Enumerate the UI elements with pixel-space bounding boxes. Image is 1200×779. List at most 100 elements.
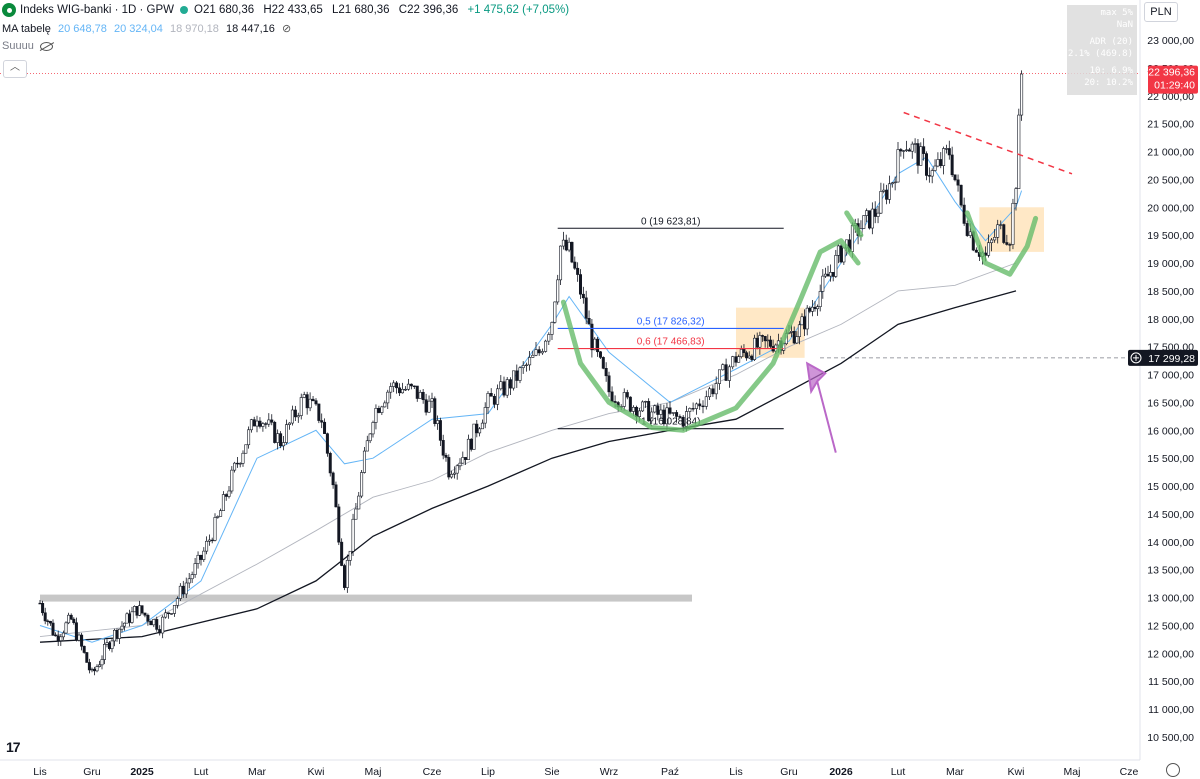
candle	[688, 407, 692, 418]
candle	[219, 508, 223, 517]
candle	[170, 613, 174, 615]
candle	[311, 395, 315, 402]
candle	[508, 377, 512, 396]
candle	[120, 621, 124, 633]
candle	[103, 639, 107, 665]
candle	[653, 404, 657, 414]
candle	[244, 444, 248, 454]
candle	[887, 175, 891, 204]
last-price-tag[interactable]	[1148, 65, 1198, 94]
candle	[380, 405, 384, 416]
candle	[398, 383, 402, 397]
candle	[354, 503, 358, 520]
candle	[276, 429, 280, 450]
candle	[999, 220, 1003, 230]
candle	[540, 348, 544, 355]
candle	[996, 219, 1000, 244]
symbol-title[interactable]: Indeks WIG-banki · 1D · GPW	[20, 4, 175, 16]
candle	[1011, 198, 1015, 250]
plus-icon[interactable]	[1130, 352, 1142, 364]
candle	[334, 481, 338, 508]
candle	[567, 237, 571, 253]
arrow-annotation[interactable]	[805, 361, 837, 453]
candle	[196, 551, 200, 569]
candle	[922, 138, 926, 161]
candle	[698, 398, 702, 410]
candle	[528, 351, 532, 371]
resistance-trendline[interactable]	[903, 111, 1073, 175]
y-tick-label: 16 500,00	[1147, 397, 1194, 409]
candle	[930, 168, 934, 184]
candle	[902, 150, 906, 159]
candle	[430, 392, 434, 408]
candle	[374, 404, 378, 430]
candle	[882, 183, 886, 194]
crosshair-price-tag[interactable]	[1128, 349, 1198, 366]
ma-value-1: 20 648,78	[57, 23, 107, 35]
x-tick-label: Gru	[780, 766, 798, 778]
hidden-eye-icon[interactable]	[39, 41, 53, 51]
candle	[531, 350, 535, 358]
indicator-row[interactable]: Suuuu	[2, 40, 53, 52]
candle	[255, 415, 259, 433]
candle	[235, 457, 239, 468]
candle	[221, 491, 225, 511]
candle	[604, 362, 608, 382]
candle	[469, 437, 473, 452]
candle	[905, 140, 909, 153]
candle	[711, 385, 715, 397]
candle	[671, 412, 675, 416]
candle	[87, 658, 91, 674]
ma-visibility-icon[interactable]: ⊘	[281, 23, 292, 35]
y-tick-label: 11 000,00	[1148, 704, 1194, 716]
candle	[61, 630, 65, 640]
candle	[731, 355, 735, 370]
candle	[130, 606, 134, 624]
candle	[64, 621, 68, 634]
x-tick-label: Cze	[423, 766, 442, 778]
cup-pattern-arc[interactable]	[844, 210, 864, 238]
candle	[556, 274, 560, 305]
candle	[810, 300, 814, 317]
candle	[550, 321, 554, 340]
candle	[98, 660, 102, 668]
candle	[138, 600, 142, 617]
y-tick-label: 22 000,00	[1147, 91, 1194, 103]
cup-pattern-arc[interactable]	[964, 210, 1039, 277]
exchange-logo-icon	[2, 3, 16, 17]
cup-pattern-arc[interactable]	[560, 238, 861, 433]
candle	[678, 414, 682, 419]
x-tick-label: Kwi	[1008, 766, 1025, 778]
candle	[290, 405, 294, 426]
support-band[interactable]	[40, 594, 692, 602]
candle	[95, 664, 99, 673]
candle	[299, 393, 303, 420]
candle	[270, 414, 274, 426]
ma-legend[interactable]: MA tabelę 20 648,78 20 324,04 18 970,18 …	[2, 22, 295, 35]
ohlc-values: O21 680,36 H22 433,65 L21 680,36 C22 396…	[194, 4, 575, 16]
y-tick-label: 20 000,00	[1147, 202, 1194, 214]
candle	[261, 421, 265, 432]
candle	[178, 583, 182, 602]
candle	[899, 148, 903, 157]
x-tick-label: Mar	[248, 766, 267, 778]
collapse-legend-button[interactable]: ︿	[3, 60, 27, 78]
gear-icon[interactable]	[1166, 763, 1180, 777]
candle	[760, 334, 764, 342]
tradingview-logo-icon[interactable]: 17	[6, 739, 21, 755]
currency-button[interactable]: PLN	[1144, 2, 1178, 22]
x-tick-label: 2026	[829, 766, 853, 778]
candle	[133, 605, 137, 613]
candle	[455, 464, 459, 480]
candle	[919, 142, 923, 166]
candle	[576, 262, 580, 282]
candle	[724, 358, 728, 381]
candle	[59, 634, 63, 646]
stats-box: max 5% NaN ADR (20) 2.1% (469.8) 10: 6.9…	[1067, 5, 1137, 95]
candle	[607, 371, 611, 397]
y-tick-label: 15 500,00	[1147, 453, 1194, 465]
x-tick-label: Gru	[83, 766, 101, 778]
candle	[412, 385, 416, 389]
candle	[80, 632, 84, 651]
